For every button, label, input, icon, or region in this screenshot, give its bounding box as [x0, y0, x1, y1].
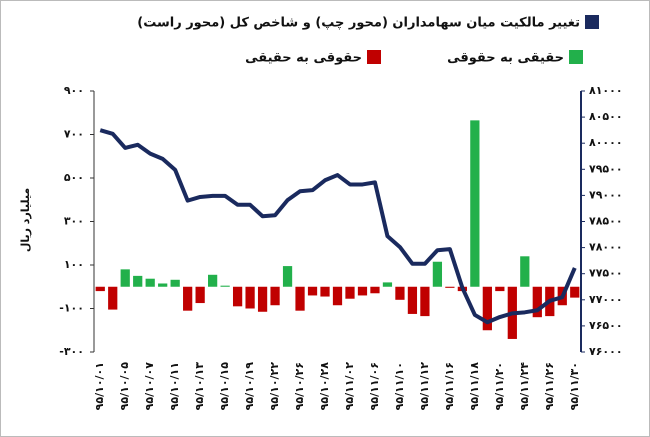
x-tick-label: ۹۵/۱۰/۲۶ — [293, 362, 306, 410]
bar — [320, 286, 330, 297]
bar — [307, 286, 318, 296]
bar — [420, 286, 430, 317]
x-tick-label: ۹۵/۱۰/۱۹ — [243, 362, 256, 411]
x-tick-label: ۹۵/۱۱/۳۰ — [568, 362, 581, 410]
y2-tick-label: ۸۰۵۰۰ — [589, 110, 623, 123]
y2-tick-label: ۸۰۰۰۰ — [589, 136, 623, 149]
bar — [195, 286, 205, 304]
y-tick-label: ۷۰۰ — [64, 128, 84, 141]
bar — [232, 286, 243, 307]
legend-swatch — [367, 50, 381, 64]
x-tick-label: ۹۵/۱۱/۱۰ — [393, 362, 406, 410]
legend-swatch — [569, 50, 583, 64]
y-axis-label: میلیارد ریال — [19, 188, 32, 252]
y-tick-label: ۵۰۰ — [64, 171, 84, 184]
x-tick-label: ۹۵/۱۱/۱۶ — [443, 362, 456, 410]
y2-tick-label: ۷۹۵۰۰ — [589, 162, 623, 175]
y-tick-label: -۱۰۰ — [59, 302, 84, 315]
x-tick-label: ۹۵/۱۰/۰۵ — [118, 362, 131, 411]
bar — [357, 286, 368, 296]
bar — [270, 286, 280, 306]
x-tick-label: ۹۵/۱۰/۱۵ — [218, 362, 231, 411]
bar — [208, 274, 218, 287]
bar — [295, 286, 305, 311]
x-tick-label: ۹۵/۱۰/۰۷ — [143, 362, 156, 411]
legend-label: حقیقی به حقوقی — [447, 51, 564, 66]
bar — [120, 269, 130, 287]
bar — [220, 285, 230, 287]
bar — [382, 282, 393, 287]
y2-tick-label: ۸۱۰۰۰ — [589, 84, 623, 97]
x-tick-label: ۹۵/۱۱/۲۴ — [518, 362, 531, 411]
bar — [108, 286, 118, 310]
y2-tick-label: ۷۷۵۰۰ — [589, 267, 623, 280]
y2-tick-label: ۷۶۰۰۰ — [589, 345, 623, 358]
x-tick-label: ۹۵/۱۱/۰۲ — [343, 362, 356, 411]
bar — [183, 286, 193, 311]
bar — [133, 275, 143, 287]
bar — [257, 286, 268, 312]
legend-swatch — [585, 15, 599, 29]
x-tick-label: ۹۵/۱۱/۱۲ — [418, 362, 431, 411]
bar — [495, 286, 505, 292]
y2-tick-label: ۷۸۵۰۰ — [589, 215, 623, 228]
y-tick-label: ۳۰۰ — [64, 215, 84, 228]
bar — [407, 286, 418, 314]
x-tick-label: ۹۵/۱۰/۰۱ — [93, 362, 106, 410]
bar — [395, 286, 405, 300]
line — [99, 128, 577, 325]
bar — [245, 286, 255, 309]
bar — [95, 286, 105, 292]
y2-tick-label: ۷۸۰۰۰ — [589, 241, 623, 254]
y-tick-label: ۱۰۰ — [64, 258, 84, 271]
bar — [445, 286, 455, 288]
y2-tick-label: ۷۷۰۰۰ — [589, 293, 623, 306]
x-tick-label: ۹۵/۱۰/۲۸ — [318, 362, 331, 411]
x-tick-label: ۹۵/۱۱/۲۶ — [543, 362, 556, 410]
bar — [345, 286, 355, 299]
x-tick-label: ۹۵/۱۱/۱۸ — [468, 362, 481, 411]
bar — [482, 286, 492, 331]
bar — [145, 278, 155, 287]
x-tick-label: ۹۵/۱۰/۱۳ — [193, 362, 206, 411]
x-tick-label: ۹۵/۱۰/۲۲ — [268, 362, 281, 411]
bar — [170, 279, 180, 287]
bar — [570, 286, 580, 298]
bar — [432, 261, 443, 287]
y2-tick-label: ۷۶۵۰۰ — [589, 319, 623, 332]
bar — [282, 266, 293, 287]
y2-tick-label: ۷۹۰۰۰ — [589, 188, 623, 201]
bar — [470, 120, 480, 287]
bar — [332, 286, 343, 306]
legend-label: تغییر مالکیت میان سهامداران (محور چپ) و … — [137, 16, 580, 31]
bar — [370, 286, 380, 294]
y-tick-label: ۹۰۰ — [64, 84, 84, 97]
bar — [520, 256, 530, 287]
x-tick-label: ۹۵/۱۰/۱۱ — [168, 362, 181, 410]
bar — [532, 286, 542, 318]
x-tick-label: ۹۵/۱۱/۲۰ — [493, 362, 506, 410]
bar — [158, 283, 168, 287]
y-tick-label: -۳۰۰ — [59, 345, 84, 358]
x-tick-label: ۹۵/۱۱/۰۶ — [368, 362, 381, 410]
legend-label: حقوقی به حقیقی — [245, 51, 362, 66]
